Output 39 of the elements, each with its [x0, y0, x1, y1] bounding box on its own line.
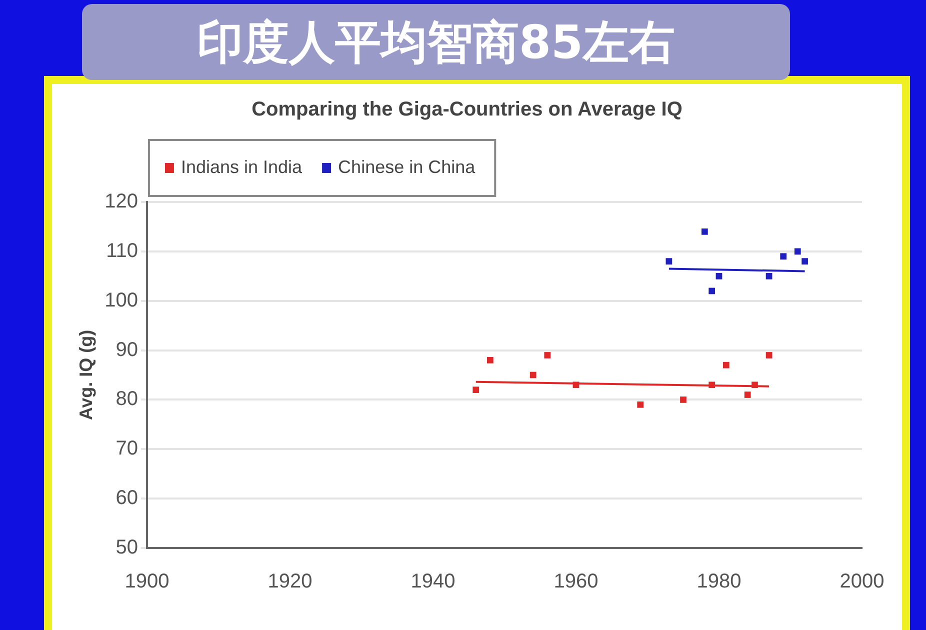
y-tick-label: 70: [116, 438, 138, 460]
point: [722, 362, 730, 368]
point: [530, 372, 536, 378]
legend-label: Chinese in China: [338, 156, 476, 177]
point: [802, 258, 808, 264]
y-tick-label: 110: [106, 240, 138, 262]
point: [544, 352, 551, 358]
point: [680, 396, 686, 403]
y-tick-label: 80: [116, 388, 138, 410]
x-tick-label: 1980: [696, 570, 742, 593]
x-tick-label: 1960: [554, 570, 598, 593]
point: [766, 352, 772, 358]
point: [708, 382, 716, 388]
y-tick-label: 60: [116, 487, 138, 510]
point: [572, 382, 580, 388]
x-tick-label: 2000: [840, 570, 884, 593]
y-tick-label: 120: [104, 190, 138, 213]
point: [766, 272, 772, 280]
point: [637, 401, 644, 408]
point: [472, 386, 480, 394]
x-tick-label: 1940: [410, 570, 456, 593]
chart-subtitle: Comparing the Giga-Countries on Average IQ: [252, 98, 682, 121]
x-tick-label: 1900: [124, 570, 170, 593]
y-tick-label: 90: [116, 338, 138, 361]
chart-title: 印度人平均智商85左右: [82, 4, 790, 80]
point: [666, 258, 672, 264]
point: [780, 253, 787, 260]
point: [752, 382, 758, 388]
point: [708, 288, 716, 294]
point: [702, 228, 708, 235]
point: [794, 248, 801, 255]
y-tick-label: 100: [104, 289, 138, 312]
y-tick-label: 50: [116, 536, 138, 559]
y-axis-title: Avg. IQ (g): [76, 330, 96, 420]
point: [487, 356, 494, 364]
point: [716, 272, 722, 280]
legend-label: Indians in India: [180, 156, 304, 177]
x-tick-label: 1920: [268, 570, 312, 593]
point: [744, 392, 751, 398]
